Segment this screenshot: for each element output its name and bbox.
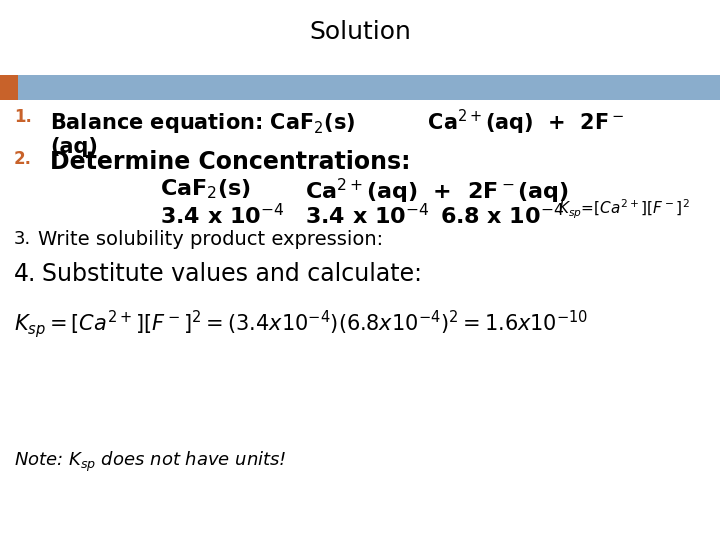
Text: (aq): (aq) [50,137,98,157]
Text: Note: $K_{sp}$ does not have units!: Note: $K_{sp}$ does not have units! [14,450,287,474]
Bar [0,75,18,100]
Text: 1.: 1. [14,108,32,126]
Text: $K_{sp}=[Ca^{2+}][F^-]^2=(3.4x10^{-4})(6.8x10^{-4})^2=1.6x10^{-10}$: $K_{sp}=[Ca^{2+}][F^-]^2=(3.4x10^{-4})(6… [14,308,588,340]
Text: Ca$^{2+}$(aq)  +  2F$^-$(aq): Ca$^{2+}$(aq) + 2F$^-$(aq) [305,177,569,206]
Text: 3.4 x 10$^{-4}$: 3.4 x 10$^{-4}$ [160,203,284,228]
Text: Write solubility product expression:: Write solubility product expression: [38,230,383,249]
Text: Solution: Solution [309,20,411,44]
Text: 3.4 x 10$^{-4}$: 3.4 x 10$^{-4}$ [305,203,429,228]
Text: 3.: 3. [14,230,31,248]
Text: Balance equation: CaF$_2$(s)          Ca$^{2+}$(aq)  +  2F$^-$: Balance equation: CaF$_2$(s) Ca$^{2+}$(a… [50,108,624,137]
Text: CaF$_2$(s): CaF$_2$(s) [160,177,251,200]
Bar [18,75,720,100]
Text: Substitute values and calculate:: Substitute values and calculate: [42,262,422,286]
Text: 2.: 2. [14,150,32,168]
Text: $K_{sp}$=$[Ca^{2+}][F^-]^2$: $K_{sp}$=$[Ca^{2+}][F^-]^2$ [558,198,690,221]
Text: 6.8 x 10$^{-4}$: 6.8 x 10$^{-4}$ [440,203,564,228]
Text: 4.: 4. [14,262,37,286]
Text: Determine Concentrations:: Determine Concentrations: [50,150,410,174]
